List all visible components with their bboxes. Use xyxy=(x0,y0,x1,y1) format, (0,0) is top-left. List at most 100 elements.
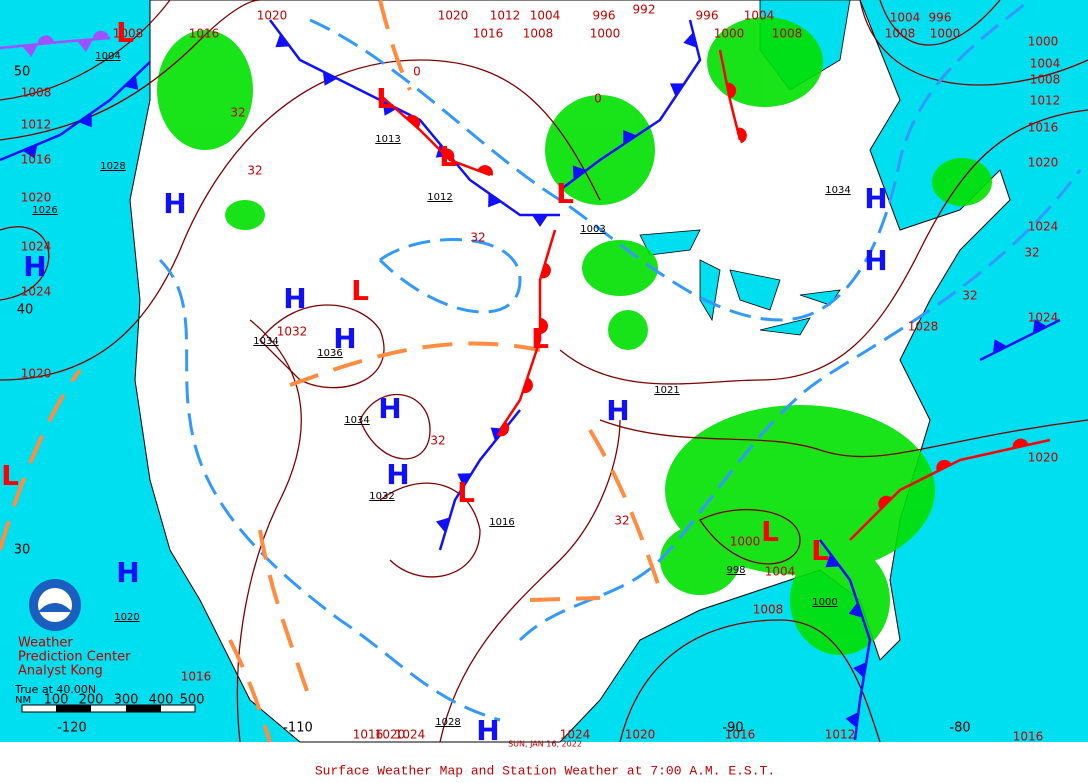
credit: Prediction Center xyxy=(18,650,131,665)
isobar-label: 1020 xyxy=(375,728,406,742)
longitude-label: -80 xyxy=(949,721,970,736)
front-symbol xyxy=(572,165,587,180)
front-symbol xyxy=(848,602,863,618)
latitude-label: 30 xyxy=(14,543,31,558)
low-center: L xyxy=(116,16,134,49)
center-pressure: 1036 xyxy=(317,348,342,359)
isobar-label: 1016 xyxy=(1013,730,1044,744)
low-center: L xyxy=(1,459,19,492)
center-pressure: 1000 xyxy=(812,597,837,608)
front-symbol xyxy=(22,44,38,57)
front-symbol xyxy=(78,112,92,128)
latitude-label: 50 xyxy=(14,65,31,80)
front-symbol xyxy=(406,115,421,129)
isobar-label: 1000 xyxy=(590,27,621,41)
center-pressure: 1028 xyxy=(100,161,125,172)
low-center: L xyxy=(439,140,457,173)
isobar-label: 1008 xyxy=(1030,73,1061,87)
high-center: H xyxy=(116,556,139,589)
low-center: L xyxy=(556,177,574,210)
low-center: L xyxy=(376,82,394,115)
front-line xyxy=(819,539,872,741)
low-center: L xyxy=(761,515,779,548)
isobar-label: 1020 xyxy=(438,9,469,23)
isobar-label: 1024 xyxy=(560,728,591,742)
low-center: L xyxy=(457,476,475,509)
front-line xyxy=(379,94,491,177)
isobar-label: 1016 xyxy=(1028,121,1059,135)
isobar-label: 1008 xyxy=(21,86,52,100)
front-symbol xyxy=(623,130,637,145)
isobar-label: 1024 xyxy=(21,285,52,299)
front-symbol xyxy=(1012,438,1029,449)
front-symbol xyxy=(92,30,109,40)
front-symbol xyxy=(457,473,472,487)
center-pressure: 1026 xyxy=(32,205,57,216)
front-symbol xyxy=(496,421,510,437)
center-pressure: 1034 xyxy=(825,185,850,196)
isobar-label: 1000 xyxy=(714,27,745,41)
front-symbol xyxy=(736,127,747,144)
front-symbol xyxy=(853,662,867,678)
isobar-label: 1000 xyxy=(730,535,761,549)
isobar-label: 1024 xyxy=(1028,311,1059,325)
front-symbol xyxy=(77,39,93,52)
high-center: H xyxy=(163,187,186,220)
scale-mark: 100 xyxy=(44,693,69,708)
isobar-label: 1000 xyxy=(930,27,961,41)
center-pressure: 1020 xyxy=(114,612,139,623)
high-center: H xyxy=(23,250,46,283)
front-line xyxy=(269,19,560,217)
front-symbol xyxy=(540,318,548,334)
latitude-label: 40 xyxy=(17,303,34,318)
center-pressure: 1034 xyxy=(344,415,369,426)
front-symbol xyxy=(878,495,892,510)
temperature-label: 32 xyxy=(430,434,445,448)
high-center: H xyxy=(476,714,499,747)
front-symbol xyxy=(22,144,38,159)
center-pressure: 1028 xyxy=(435,717,460,728)
front-symbol xyxy=(37,35,54,45)
low-center: L xyxy=(531,322,549,355)
front-symbol xyxy=(683,32,697,48)
front-symbol xyxy=(726,82,737,99)
front-symbol xyxy=(522,377,533,394)
front-symbol xyxy=(992,339,1008,354)
freezing-lines xyxy=(158,0,1082,722)
isobar-label: 1004 xyxy=(530,9,561,23)
front-symbol xyxy=(1032,319,1048,334)
isobar-label: 1020 xyxy=(21,191,52,205)
isobar-label: 1020 xyxy=(21,367,52,381)
scale-mark: 500 xyxy=(180,693,205,708)
isobar-label: 1008 xyxy=(772,27,803,41)
front-symbol xyxy=(477,165,493,176)
front-symbol xyxy=(825,553,840,568)
noaa-logo xyxy=(29,579,81,631)
fronts xyxy=(0,19,1061,741)
isobar-label: 1016 xyxy=(21,153,52,167)
high-center: H xyxy=(606,394,629,427)
longitude-label: -110 xyxy=(283,721,313,736)
high-center: H xyxy=(283,282,306,315)
center-pressure: 1016 xyxy=(489,517,514,528)
isobar-label: 996 xyxy=(929,11,952,25)
front-symbol xyxy=(440,148,455,162)
longitude-label: -90 xyxy=(722,721,743,736)
center-pressure: 1034 xyxy=(253,336,278,347)
isobar-label: 1016 xyxy=(189,27,220,41)
front-symbol xyxy=(936,459,952,472)
center-pressure: 1012 xyxy=(427,192,452,203)
isobar-label: 992 xyxy=(633,3,656,17)
front-symbol xyxy=(322,71,338,86)
isobar-label: 1012 xyxy=(825,728,856,742)
temperature-label: 32 xyxy=(230,106,245,120)
isobar-label: 1004 xyxy=(890,11,921,25)
scale-mark: 300 xyxy=(114,693,139,708)
low-center: L xyxy=(351,274,369,307)
precipitation xyxy=(157,17,992,655)
front-symbol xyxy=(488,192,502,208)
scale-mark: 200 xyxy=(79,693,104,708)
scale-unit: NM xyxy=(15,695,31,706)
isobar-label: 1028 xyxy=(908,320,939,334)
